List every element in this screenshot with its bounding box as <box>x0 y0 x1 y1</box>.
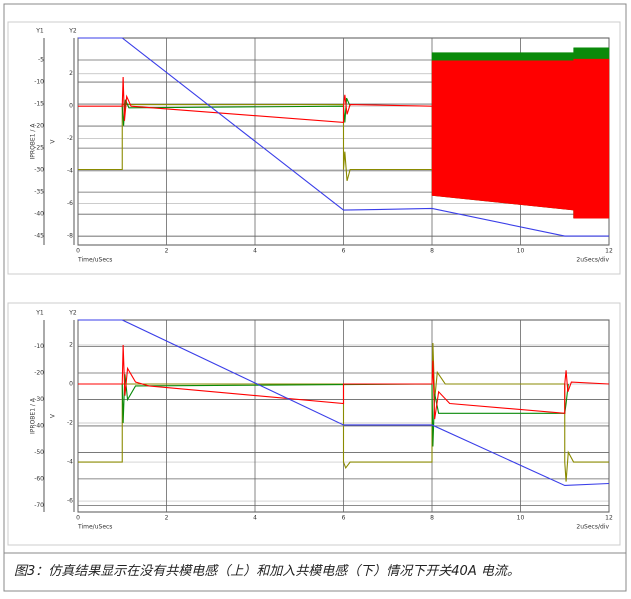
y-tick-label: -50 <box>34 449 44 456</box>
x-tick-label: 10 <box>517 515 525 522</box>
x-tick-label: 4 <box>253 248 257 255</box>
y-tick-label: -15 <box>34 101 44 108</box>
line <box>78 76 433 124</box>
y2-tick-label: 0 <box>69 103 73 110</box>
x-tick-label: 8 <box>430 515 434 522</box>
y-axis-label: IPROBE1 / A <box>30 397 37 434</box>
y2-axis-head: Y2 <box>68 310 77 317</box>
y2-tick-label: -8 <box>67 233 73 240</box>
y-tick-label: -60 <box>34 475 44 482</box>
y-tick-label: -10 <box>34 79 44 86</box>
y-tick-label: -70 <box>34 502 44 509</box>
panel-frame <box>7 302 621 546</box>
x-tick-label: 6 <box>342 248 346 255</box>
x-tick-label: 2 <box>165 515 169 522</box>
line <box>78 37 609 237</box>
figure-frame <box>3 3 627 592</box>
x-tick-label: 12 <box>605 248 613 255</box>
x-tick-label: 10 <box>517 248 525 255</box>
line <box>78 319 610 487</box>
line <box>78 344 610 420</box>
x-tick-label: 0 <box>76 515 80 522</box>
y2-axis-head: Y2 <box>68 28 77 35</box>
band <box>431 58 610 219</box>
y2-axis-label: V <box>50 413 57 418</box>
y2-axis-label: V <box>50 139 57 144</box>
y2-tick-label: -2 <box>67 135 73 142</box>
x-scale-label: 2uSecs/div <box>576 257 609 264</box>
y2-tick-label: 2 <box>69 341 73 348</box>
x-axis-label: Time/uSecs <box>77 524 112 531</box>
y2-tick-label: -6 <box>67 200 73 207</box>
y-tick-label: -5 <box>38 57 44 64</box>
x-tick-label: 4 <box>253 515 257 522</box>
y-tick-label: -20 <box>34 369 44 376</box>
y-axis-label: IPROBE1 / A <box>30 123 37 160</box>
y2-tick-label: -2 <box>67 420 73 427</box>
y-axis-head: Y1 <box>35 310 44 317</box>
x-tick-label: 2 <box>165 248 169 255</box>
y-tick-label: -40 <box>34 211 44 218</box>
y-tick-label: -25 <box>34 145 44 152</box>
x-tick-label: 6 <box>342 515 346 522</box>
panel-frame <box>7 21 621 275</box>
line <box>78 104 432 182</box>
y-tick-label: -45 <box>34 233 44 240</box>
y2-tick-label: 0 <box>69 381 73 388</box>
y2-tick-label: -4 <box>67 459 73 466</box>
y-tick-label: -30 <box>34 167 44 174</box>
y2-tick-label: -4 <box>67 168 73 175</box>
y-tick-label: -40 <box>34 422 44 429</box>
y2-tick-label: -6 <box>67 498 73 505</box>
y2-tick-label: 2 <box>69 70 73 77</box>
y-tick-label: -10 <box>34 343 44 350</box>
x-axis-label: Time/uSecs <box>77 257 112 264</box>
x-tick-label: 8 <box>430 248 434 255</box>
x-tick-label: 0 <box>76 248 80 255</box>
y-tick-label: -20 <box>34 123 44 130</box>
line <box>121 97 351 126</box>
x-scale-label: 2uSecs/div <box>576 524 609 531</box>
y-tick-label: -35 <box>34 189 44 196</box>
y-tick-label: -30 <box>34 396 44 403</box>
x-tick-label: 12 <box>605 515 613 522</box>
caption: 图3：仿真结果显示在没有共模电感（上）和加入共模电感（下）情况下开关40A 电流… <box>14 564 520 579</box>
y-axis-head: Y1 <box>35 28 44 35</box>
